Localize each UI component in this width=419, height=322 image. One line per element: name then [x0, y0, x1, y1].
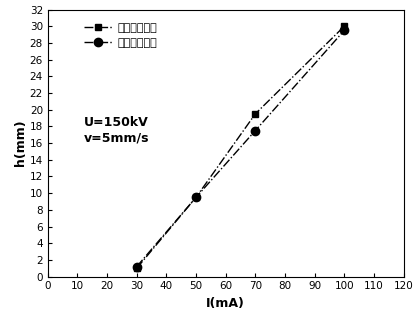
X-axis label: I(mA): I(mA) — [206, 297, 245, 310]
Legend: 试验实测曲线, 函数计算曲线: 试验实测曲线, 函数计算曲线 — [82, 21, 159, 51]
Y-axis label: h(mm): h(mm) — [14, 120, 27, 166]
Text: U=150kV
v=5mm/s: U=150kV v=5mm/s — [83, 116, 149, 144]
